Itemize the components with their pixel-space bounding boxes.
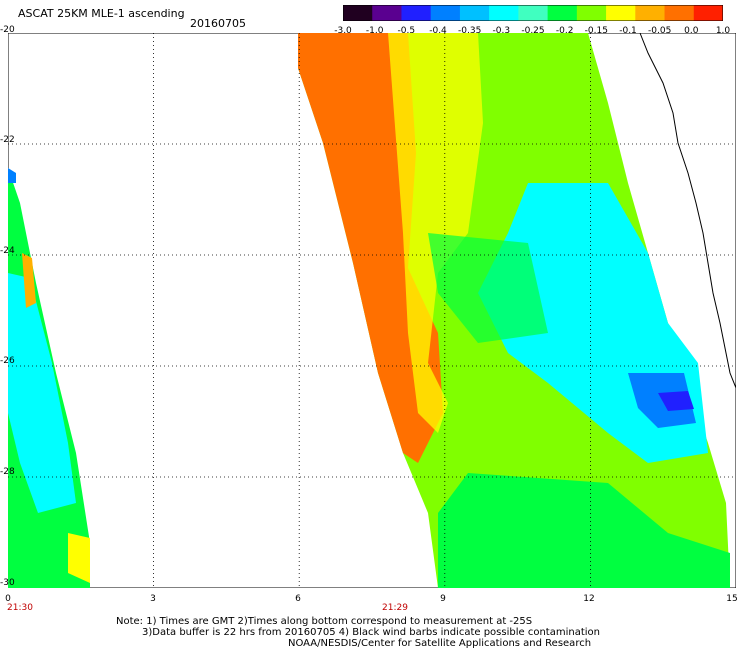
colorbar-label: -0.3 bbox=[492, 26, 511, 36]
colorbar-swatch bbox=[693, 5, 723, 21]
colorbar bbox=[343, 5, 723, 21]
x-tick-label: 6 bbox=[295, 594, 301, 604]
x-tick-label: 12 bbox=[583, 594, 595, 604]
colorbar-swatch bbox=[547, 5, 578, 21]
x-tick-label: 9 bbox=[440, 594, 446, 604]
y-tick-label: -24 bbox=[0, 246, 15, 256]
y-tick-label: -20 bbox=[0, 25, 15, 35]
y-tick-label: -22 bbox=[0, 135, 15, 145]
colorbar-swatch bbox=[489, 5, 519, 21]
colorbar-swatch bbox=[518, 5, 549, 21]
swath-map bbox=[8, 33, 736, 588]
colorbar-swatch bbox=[664, 5, 695, 21]
y-tick-label: -30 bbox=[0, 578, 15, 588]
note-line-1: Note: 1) Times are GMT 2)Times along bot… bbox=[116, 616, 533, 627]
swath-time-label: 21:30 bbox=[7, 603, 33, 613]
note-line-2: 3)Data buffer is 22 hrs from 20160705 4)… bbox=[142, 627, 600, 638]
colorbar-label: -0.1 bbox=[619, 26, 637, 36]
colorbar-swatch bbox=[343, 5, 373, 21]
colorbar-label: -3.0 bbox=[334, 26, 352, 36]
colorbar-label: -0.35 bbox=[458, 26, 482, 36]
colorbar-swatch bbox=[635, 5, 666, 21]
swath-time-label: 21:29 bbox=[382, 603, 408, 613]
right-swath bbox=[298, 33, 730, 588]
colorbar-label: -0.4 bbox=[429, 26, 447, 36]
lat-lon-grid bbox=[8, 33, 736, 588]
y-tick-label: -28 bbox=[0, 467, 15, 477]
colorbar-label: 1.0 bbox=[715, 26, 731, 36]
x-tick-label: 3 bbox=[150, 594, 156, 604]
colorbar-swatch bbox=[372, 5, 402, 21]
colorbar-label: 0.0 bbox=[684, 26, 699, 36]
product-title: ASCAT 25KM MLE-1 ascending bbox=[18, 7, 185, 20]
note-line-3: NOAA/NESDIS/Center for Satellite Applica… bbox=[288, 638, 592, 649]
colorbar-swatch bbox=[606, 5, 636, 21]
colorbar-swatch bbox=[459, 5, 490, 21]
x-tick-label: 15 bbox=[726, 594, 738, 604]
product-date: 20160705 bbox=[190, 17, 246, 30]
colorbar-label: -0.05 bbox=[648, 26, 672, 36]
y-tick-label: -26 bbox=[0, 356, 15, 366]
colorbar-label: -0.5 bbox=[397, 26, 416, 36]
colorbar-label: -0.15 bbox=[584, 26, 608, 36]
colorbar-swatch bbox=[401, 5, 432, 21]
colorbar-label: -0.25 bbox=[521, 26, 545, 36]
x-tick-label: 0 bbox=[5, 594, 11, 604]
left-swath bbox=[8, 168, 90, 588]
colorbar-label: -0.2 bbox=[555, 26, 574, 36]
coastline bbox=[639, 33, 736, 389]
colorbar-label: -1.0 bbox=[365, 26, 384, 36]
colorbar-swatch bbox=[430, 5, 461, 21]
colorbar-swatch bbox=[576, 5, 607, 21]
